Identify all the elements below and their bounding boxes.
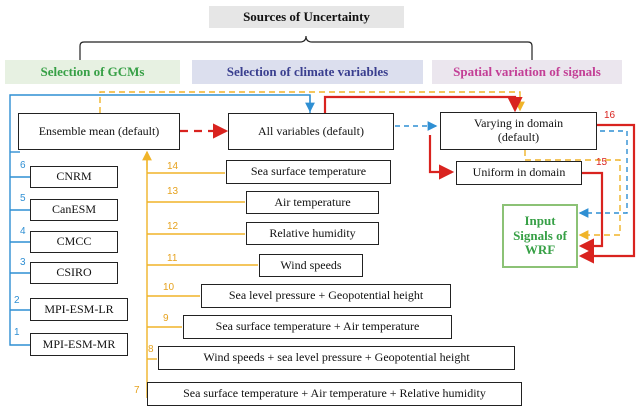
box-sea-surface-temperature: Sea surface temperature [226,160,391,184]
red-varying-output [578,123,636,264]
box-cnrm: CNRM [30,166,118,188]
number-sst-air: 9 [163,313,169,324]
var-spine [146,156,258,398]
box-varying-in-domain: Varying in domain (default) [440,112,597,150]
orange-dashed-right [524,150,621,240]
number-csiro: 3 [20,257,26,268]
box-csiro: CSIRO [30,262,118,284]
number-sst-air-rh: 7 [134,385,140,396]
number-relative-humidity: 12 [167,221,179,232]
red-all-uniform [428,135,455,180]
box-uniform-in-domain: Uniform in domain [456,161,582,185]
box-wind-slp-geopotential: Wind speeds + sea level pressure + Geopo… [158,346,515,370]
box-air-temperature: Air temperature [246,191,379,214]
category-climate-variables: Selection of climate variables [192,60,423,84]
top-bracket [79,35,533,60]
box-mpi-esm-mr: MPI-ESM-MR [30,333,128,356]
box-ensemble-mean: Ensemble mean (default) [18,113,180,150]
number-cnrm: 6 [20,160,26,171]
box-input-signals-wrf: Input Signals of WRF [502,204,578,268]
number-mpi-lr: 2 [14,295,20,306]
number-cmcc: 4 [20,226,26,237]
blue-dashed-varying-output [578,130,628,218]
number-varying: 16 [604,110,616,121]
box-slp-geopotential: Sea level pressure + Geopotential height [201,284,451,308]
number-wind-speeds: 11 [167,253,178,264]
red-uniform-output [578,171,604,254]
box-sst-air-rh: Sea surface temperature + Air temperatur… [147,382,522,406]
number-sst: 14 [167,161,179,172]
category-spatial-variation: Spatial variation of signals [432,60,622,84]
number-air-temperature: 13 [167,186,179,197]
box-wind-speeds: Wind speeds [259,254,363,277]
number-canesm: 5 [20,193,26,204]
box-relative-humidity: Relative humidity [246,222,379,245]
box-mpi-esm-lr: MPI-ESM-LR [30,298,128,321]
number-mpi-mr: 1 [14,327,20,338]
box-canesm: CanESM [30,199,118,221]
box-all-variables: All variables (default) [228,113,394,150]
diagram-title: Sources of Uncertainty [209,6,404,28]
number-slp-geopotential: 10 [163,282,175,293]
number-uniform: 15 [596,157,608,168]
box-cmcc: CMCC [30,231,118,253]
number-wind-slp-geopotential: 8 [148,344,154,355]
red-top-route [323,95,523,113]
category-gcms: Selection of GCMs [5,60,180,84]
box-sst-air-temperature: Sea surface temperature + Air temperatur… [183,315,452,339]
